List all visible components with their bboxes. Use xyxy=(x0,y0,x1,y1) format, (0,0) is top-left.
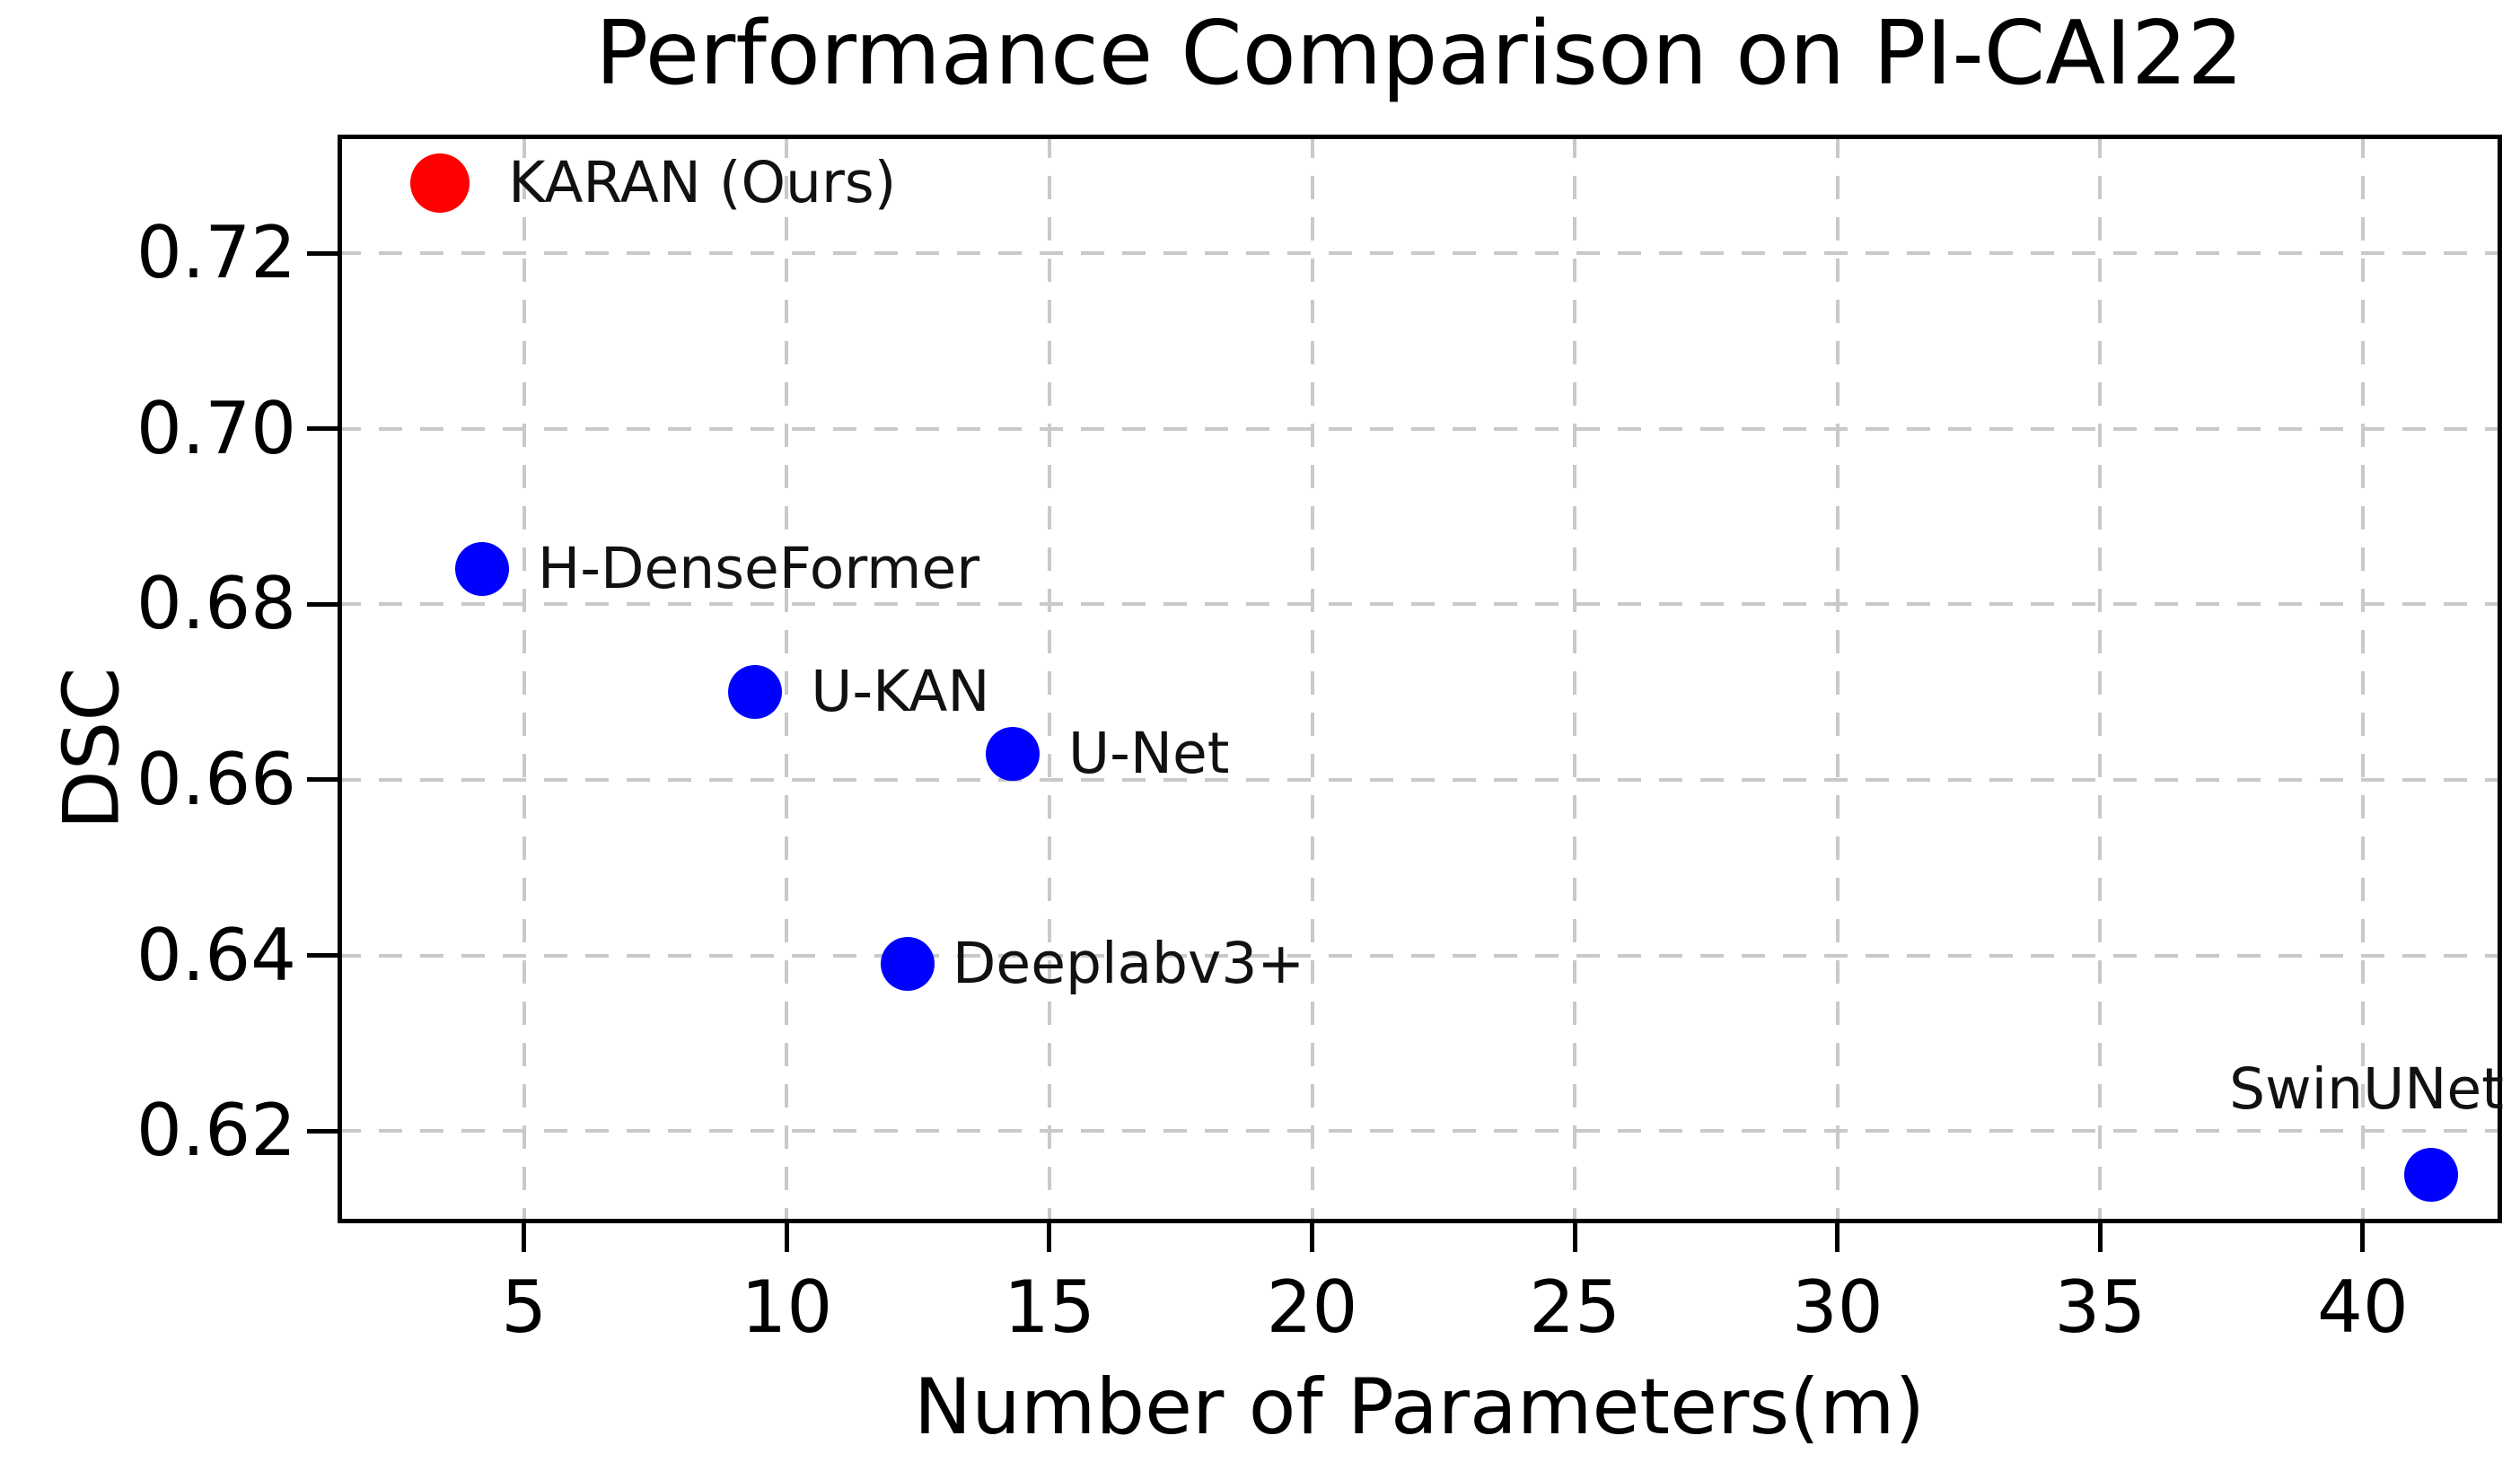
data-point xyxy=(985,726,1040,781)
data-point xyxy=(880,937,935,992)
y-tick-label: 0.70 xyxy=(136,386,296,470)
x-tick-mark xyxy=(1310,1223,1315,1252)
y-gridline xyxy=(338,426,2502,431)
point-label: U-Net xyxy=(1067,720,1230,786)
x-tick-mark xyxy=(2360,1223,2366,1252)
x-tick-label: 15 xyxy=(1004,1265,1095,1349)
x-tick-mark xyxy=(1835,1223,1840,1252)
y-tick-label: 0.66 xyxy=(136,737,296,821)
x-tick-label: 35 xyxy=(2054,1265,2147,1349)
y-gridline xyxy=(338,602,2502,607)
chart-title: Performance Comparison on PI-CAI22 xyxy=(595,3,2243,105)
x-gridline xyxy=(785,135,789,1223)
x-tick-mark xyxy=(1572,1223,1577,1252)
y-gridline xyxy=(338,777,2502,782)
data-point xyxy=(454,542,509,597)
y-gridline xyxy=(338,1129,2502,1134)
x-tick-mark xyxy=(784,1223,789,1252)
x-tick-label: 25 xyxy=(1529,1265,1621,1349)
y-tick-label: 0.68 xyxy=(136,562,296,646)
y-tick-mark xyxy=(307,953,338,959)
point-label: SwinUNet xyxy=(2229,1056,2504,1123)
y-tick-mark xyxy=(307,777,338,783)
x-gridline xyxy=(2360,135,2365,1223)
point-label: Deeplabv3+ xyxy=(952,931,1305,997)
y-tick-label: 0.62 xyxy=(136,1089,296,1173)
y-tick-label: 0.72 xyxy=(136,211,296,295)
x-tick-mark xyxy=(2097,1223,2103,1252)
highlight-data-point xyxy=(410,153,470,213)
x-tick-label: 20 xyxy=(1266,1265,1358,1349)
y-tick-label: 0.64 xyxy=(136,913,296,997)
x-gridline xyxy=(1835,135,1840,1223)
y-tick-mark xyxy=(307,250,338,256)
plot-area xyxy=(338,135,2502,1223)
x-tick-label: 40 xyxy=(2317,1265,2409,1349)
y-gridline xyxy=(338,251,2502,256)
point-label: H-DenseFormer xyxy=(537,536,980,602)
data-point xyxy=(2403,1148,2458,1203)
x-tick-label: 30 xyxy=(1791,1265,1883,1349)
y-tick-mark xyxy=(307,426,338,432)
x-tick-label: 5 xyxy=(501,1265,548,1349)
x-gridline xyxy=(1573,135,1577,1223)
x-gridline xyxy=(2098,135,2103,1223)
x-tick-label: 10 xyxy=(741,1265,833,1349)
y-gridline xyxy=(338,953,2502,958)
y-tick-mark xyxy=(307,1128,338,1134)
point-label: KARAN (Ours) xyxy=(508,149,897,215)
point-label: U-KAN xyxy=(811,659,990,725)
x-axis-label: Number of Parameters(m) xyxy=(913,1362,1926,1452)
x-gridline xyxy=(1047,135,1051,1223)
data-point xyxy=(728,665,783,720)
y-axis-label: DSC xyxy=(47,667,137,830)
x-gridline xyxy=(1310,135,1314,1223)
x-gridline xyxy=(522,135,526,1223)
x-tick-mark xyxy=(522,1223,527,1252)
y-tick-mark xyxy=(307,601,338,607)
x-tick-mark xyxy=(1047,1223,1052,1252)
